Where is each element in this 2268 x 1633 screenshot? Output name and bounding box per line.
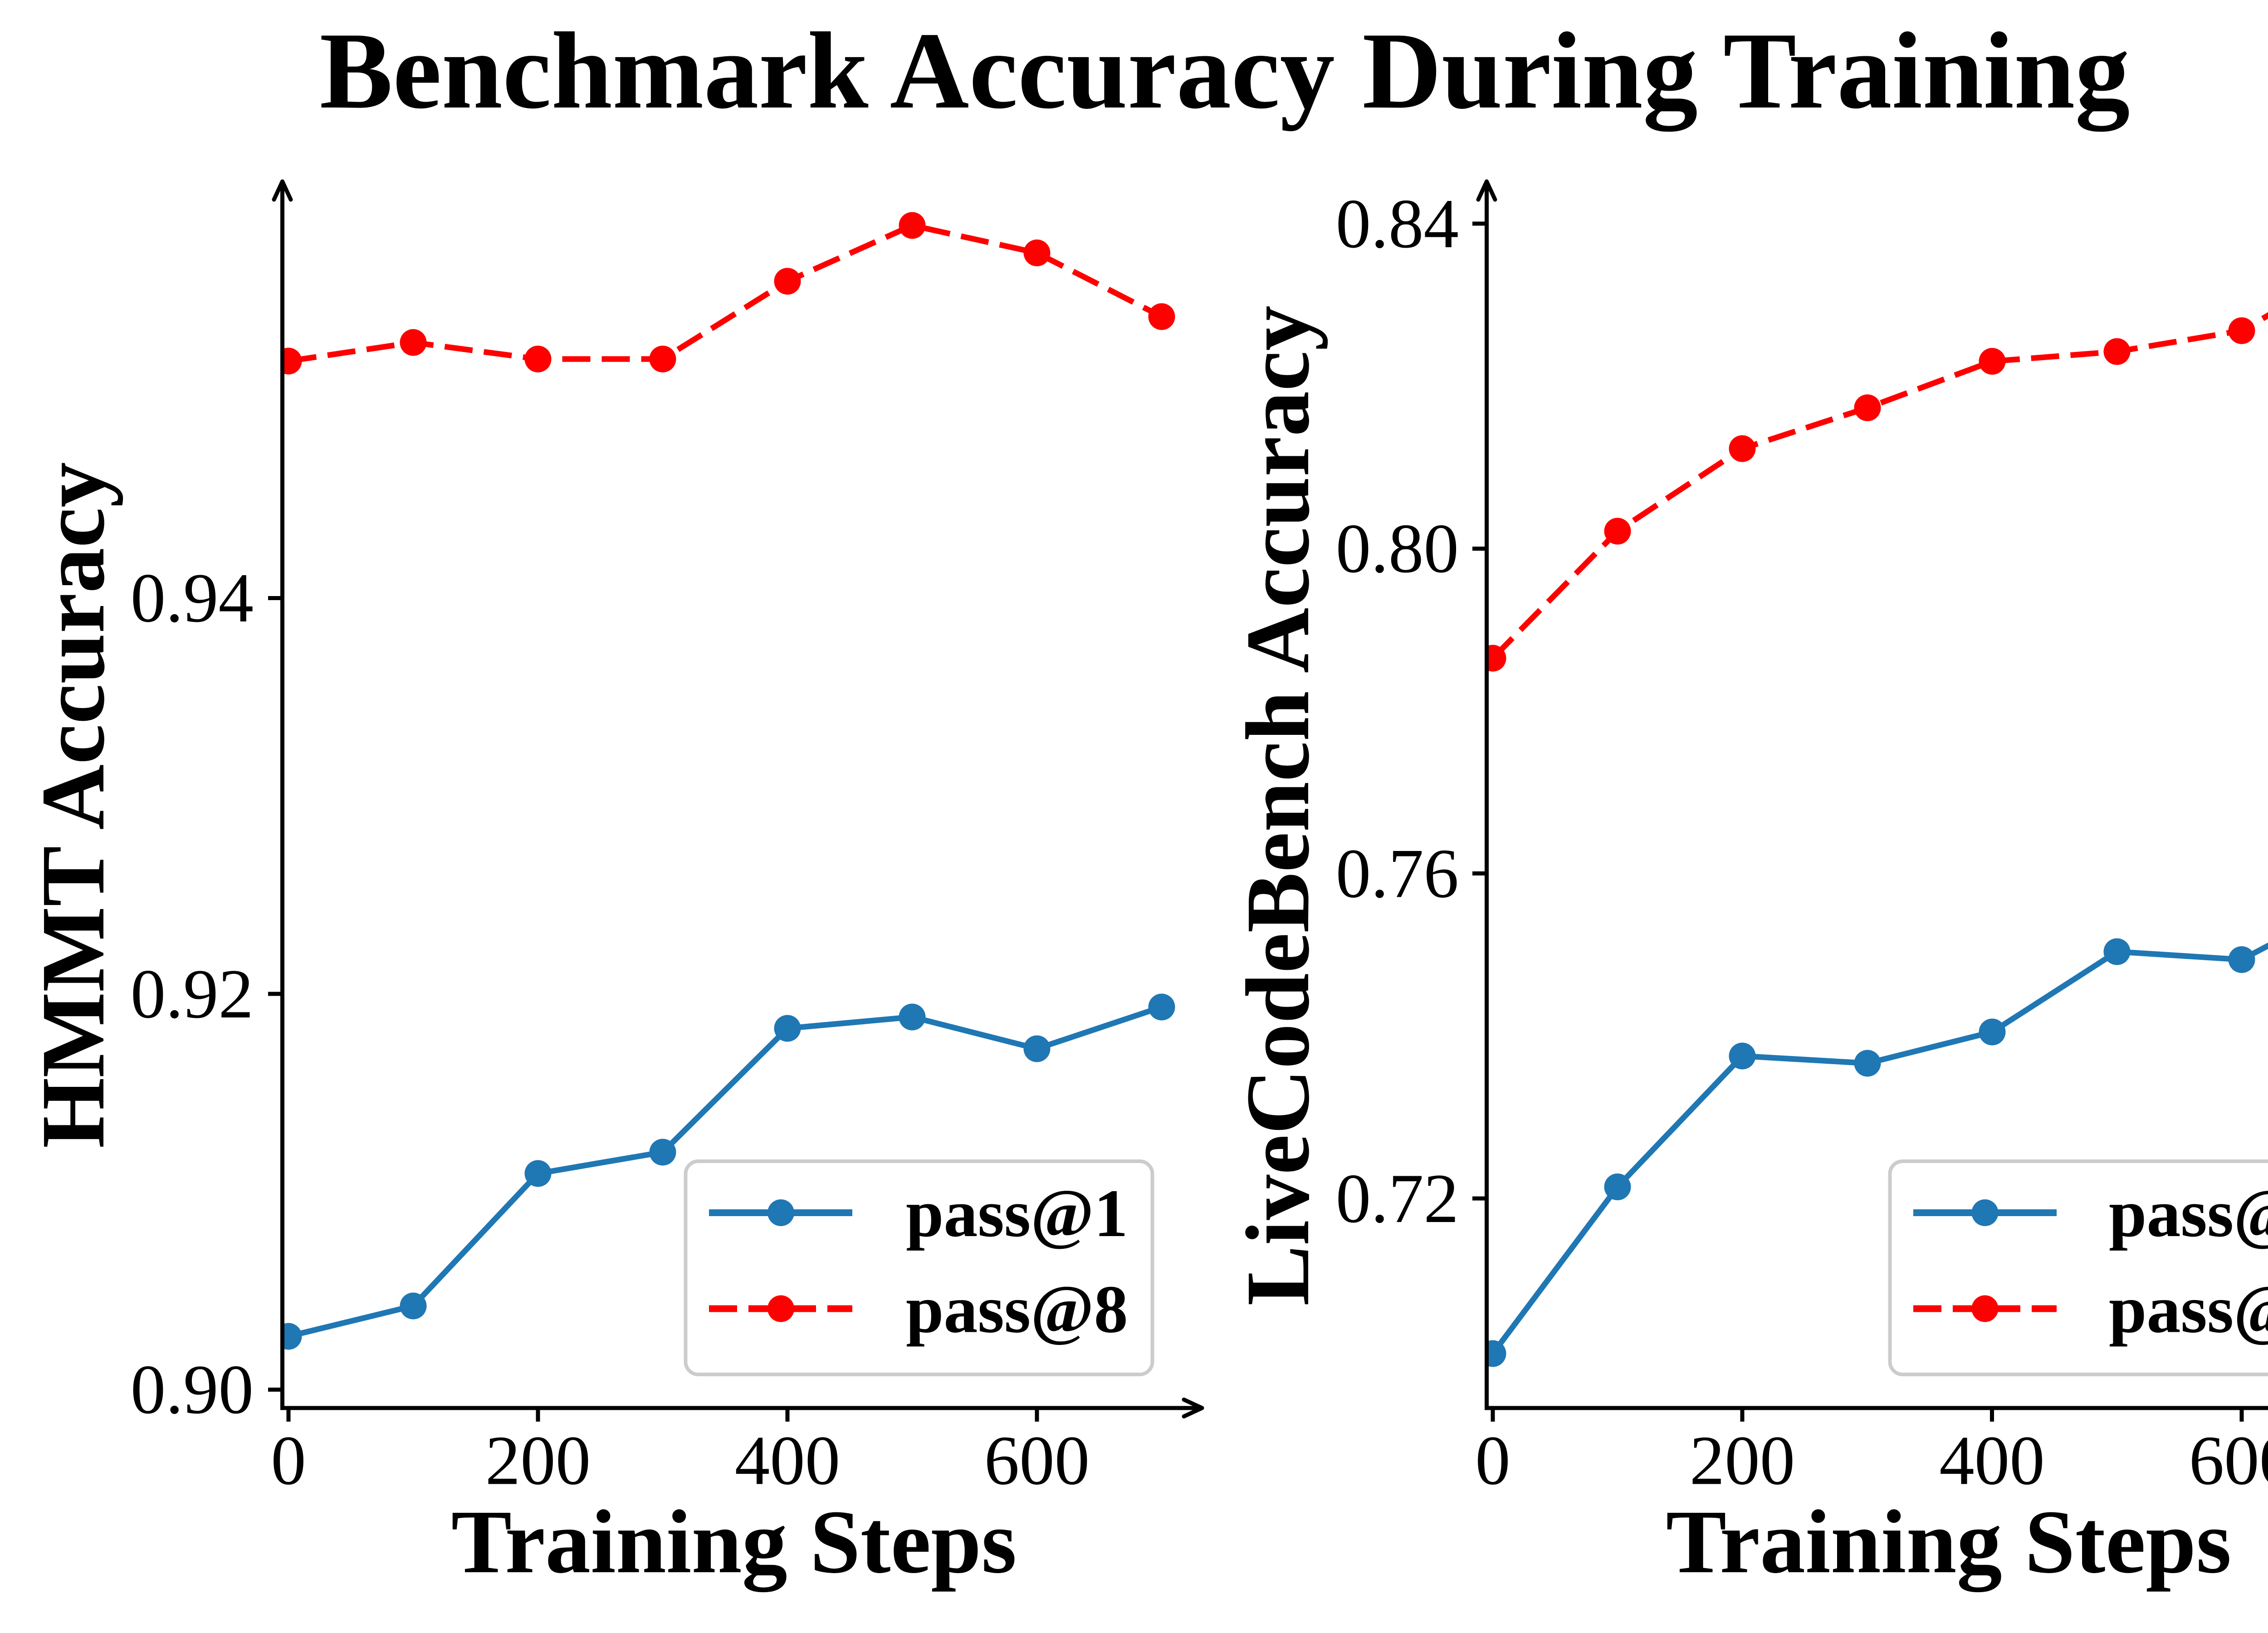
svg-text:pass@8: pass@8 [906,1272,1128,1347]
svg-text:0.76: 0.76 [1336,835,1459,913]
svg-text:Training Steps: Training Steps [451,1492,1017,1592]
svg-text:0.80: 0.80 [1336,509,1459,587]
svg-text:LiveCodeBench Accuracy: LiveCodeBench Accuracy [1228,305,1328,1305]
svg-text:200: 200 [1690,1422,1795,1500]
svg-text:pass@1: pass@1 [906,1176,1128,1251]
svg-text:Benchmark Accuracy During Trai: Benchmark Accuracy During Training [320,10,2130,132]
svg-text:0.84: 0.84 [1336,185,1459,263]
svg-text:0.92: 0.92 [131,955,254,1033]
svg-text:HMMT Accuracy: HMMT Accuracy [23,462,123,1149]
svg-text:200: 200 [485,1422,591,1500]
svg-text:0.90: 0.90 [131,1350,254,1428]
svg-text:Training Steps: Training Steps [1666,1492,2232,1592]
svg-text:pass@1: pass@1 [2109,1176,2268,1251]
svg-text:0: 0 [271,1422,306,1500]
svg-text:600: 600 [984,1422,1090,1500]
svg-text:pass@8: pass@8 [2109,1272,2268,1347]
svg-text:400: 400 [1939,1422,2045,1500]
svg-text:0.94: 0.94 [131,559,254,637]
svg-text:600: 600 [2189,1422,2268,1500]
svg-text:0.72: 0.72 [1336,1159,1459,1237]
svg-text:0: 0 [1475,1422,1510,1500]
svg-text:400: 400 [735,1422,841,1500]
